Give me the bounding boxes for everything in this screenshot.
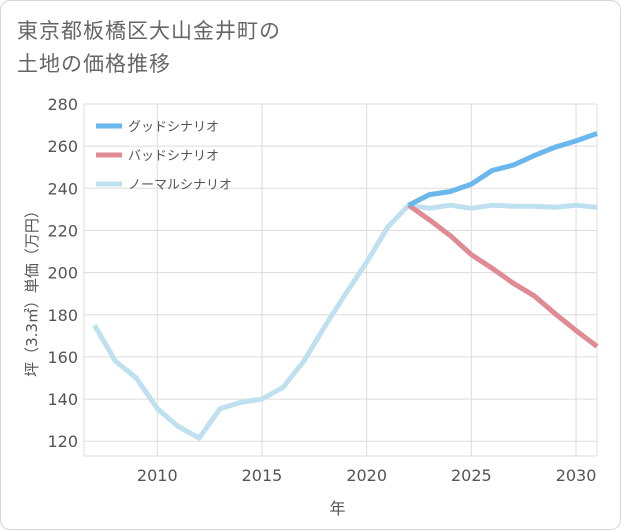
y-tick-label: 160: [47, 348, 78, 367]
chart-title: 東京都板橋区大山金井町の 土地の価格推移: [17, 15, 281, 81]
y-tick-label: 220: [47, 221, 78, 240]
y-tick-label: 120: [47, 432, 78, 451]
series-line-good: [407, 131, 598, 208]
x-axis-label: 年: [329, 499, 345, 518]
x-tick-label: 2025: [451, 466, 492, 485]
y-tick-label: 180: [47, 306, 78, 325]
x-tick-label: 2020: [346, 466, 387, 485]
y-tick-label: 240: [47, 179, 78, 198]
chart-title-line2: 土地の価格推移: [17, 52, 171, 76]
legend-label-normal: ノーマルシナリオ: [128, 178, 232, 193]
y-tick-label: 140: [47, 390, 78, 409]
x-tick-label: 2010: [137, 466, 178, 485]
y-tick-label: 200: [47, 264, 78, 283]
x-tick-label: 2030: [556, 466, 597, 485]
series-line-normal: [92, 202, 598, 441]
x-tick-label: 2015: [242, 466, 283, 485]
series-line-bad: [407, 203, 599, 349]
y-axis-label: 坪（3.3㎡）単価（万円）: [23, 203, 41, 377]
legend-label-good: グッドシナリオ: [128, 120, 219, 135]
legend-label-bad: バッドシナリオ: [128, 149, 219, 164]
y-tick-label: 260: [47, 137, 78, 156]
chart-title-line1: 東京都板橋区大山金井町の: [17, 19, 281, 43]
y-tick-label: 280: [47, 95, 78, 114]
